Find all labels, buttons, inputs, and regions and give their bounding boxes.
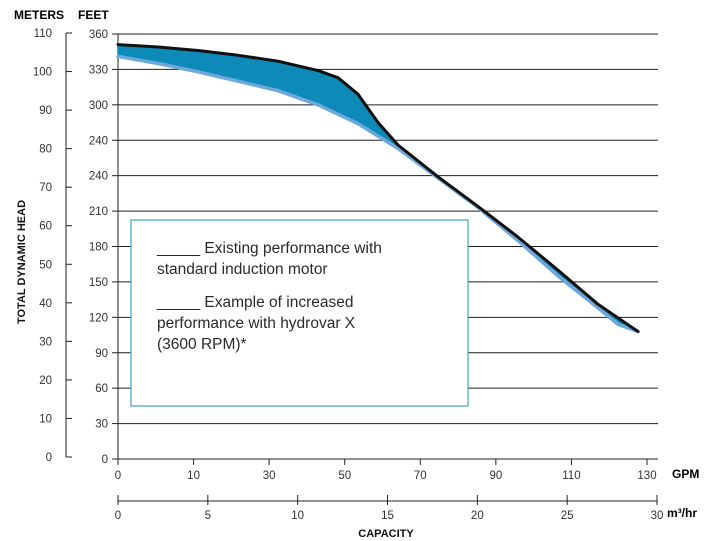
gpm-tick-label: 0 (115, 470, 121, 482)
m3-tick-label: 30 (651, 510, 664, 522)
feet-tick-label: 120 (89, 312, 108, 324)
m3-tick-label: 10 (291, 510, 304, 522)
legend-box (130, 219, 469, 407)
increased-performance-line (116, 43, 640, 333)
legend-existing-line2: standard induction motor (157, 261, 328, 278)
gpm-axis: 0 10 30 50 70 90 110 130 (115, 458, 658, 482)
meters-tick-label: 40 (39, 298, 52, 310)
feet-tick-label: 240 (89, 135, 108, 147)
meters-tick-label: 20 (39, 375, 52, 387)
feet-tick-label: 330 (89, 64, 108, 76)
m3-tick-label: 0 (115, 510, 121, 522)
feet-tick-label: 240 (89, 171, 108, 183)
gpm-tick-label: 30 (263, 470, 276, 482)
meters-tick-label: 70 (39, 182, 52, 194)
meters-tick-label: 50 (39, 259, 52, 271)
legend: _____ Existing performance with standard… (130, 219, 469, 407)
feet-axis: 0 30 60 90 120 150 180 210 240 240 300 330 360 (89, 29, 119, 466)
legend-increased-line3: (3600 RPM)* (157, 336, 247, 353)
gpm-unit-label: GPM (672, 467, 699, 481)
feet-tick-label: 360 (89, 29, 108, 41)
m3-unit-label: m³/hr (667, 506, 697, 520)
meters-tick-label: 60 (39, 221, 52, 233)
m3-axis: 0 5 10 15 20 25 30 (115, 495, 664, 522)
feet-axis-title: FEET (78, 8, 109, 22)
meters-tick-label: 100 (33, 67, 52, 79)
gpm-tick-label: 10 (187, 470, 200, 482)
m3-tick-label: 15 (381, 510, 394, 522)
meters-axis-title: METERS (14, 8, 64, 22)
legend-increased-line2: performance with hydrovar X (157, 315, 356, 332)
existing-performance-line (116, 54, 640, 334)
meters-tick-label: 110 (34, 28, 52, 40)
feet-tick-label: 210 (89, 206, 108, 218)
x-axis-label: CAPACITY (358, 528, 414, 540)
feet-tick-label: 180 (89, 242, 108, 254)
meters-tick-label: 80 (39, 144, 52, 156)
m3-tick-label: 25 (561, 510, 574, 522)
meters-tick-label: 10 (39, 413, 52, 425)
feet-tick-label: 60 (95, 383, 108, 395)
y-axis-label: TOTAL DYNAMIC HEAD (16, 200, 28, 324)
m3-tick-label: 20 (471, 510, 484, 522)
gpm-tick-label: 130 (637, 470, 656, 482)
gpm-tick-label: 50 (338, 470, 351, 482)
meters-axis: 0 10 20 30 40 50 60 70 80 90 100 110 (33, 28, 72, 464)
meters-tick-label: 0 (46, 452, 52, 464)
meters-tick-label: 90 (39, 105, 52, 117)
feet-tick-label: 0 (102, 454, 108, 466)
gpm-tick-label: 70 (414, 470, 427, 482)
feet-tick-label: 300 (89, 100, 108, 112)
gpm-tick-label: 90 (489, 470, 502, 482)
meters-tick-label: 30 (39, 336, 52, 348)
legend-existing-line1: _____ Existing performance with (156, 240, 382, 257)
feet-tick-label: 150 (89, 277, 108, 289)
feet-tick-label: 30 (95, 419, 108, 431)
legend-increased-line1: _____ Example of increased (156, 294, 353, 311)
m3-tick-label: 5 (205, 510, 211, 522)
gpm-tick-label: 110 (562, 470, 580, 482)
feet-tick-label: 90 (95, 348, 108, 360)
